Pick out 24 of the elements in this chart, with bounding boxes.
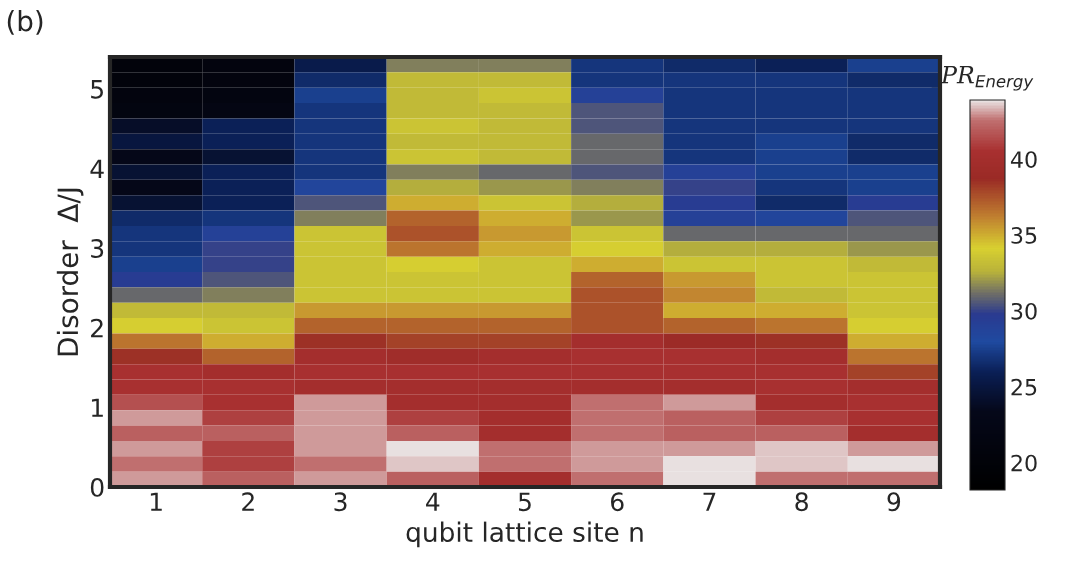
y-tick-label: 2 xyxy=(91,318,103,338)
color-bar-label: 40 xyxy=(1010,151,1037,168)
color-bar-label: 35 xyxy=(1011,227,1037,244)
x-tick-label: 2 xyxy=(242,492,254,511)
x-tick-label: 9 xyxy=(887,492,901,512)
color-bar-title: PR$_{Energy}$ xyxy=(940,66,1034,91)
x-tick-label: 8 xyxy=(795,492,808,512)
x-tick-label: 3 xyxy=(334,492,347,512)
y-tick-label: 4 xyxy=(90,159,104,178)
x-axis-title: qubit lattice site n xyxy=(406,521,643,548)
y-tick-label: 1 xyxy=(91,398,103,417)
x-tick-label: 5 xyxy=(518,492,531,512)
x-tick-label: 4 xyxy=(426,492,440,511)
color-bar-label: 25 xyxy=(1011,378,1037,396)
text: (b) xyxy=(7,10,43,35)
color-bar-label: 20 xyxy=(1011,454,1037,472)
color-bar-label: 30 xyxy=(1011,302,1037,320)
y-axis-title: Disorder Δ/J xyxy=(56,188,84,356)
x-tick-label: 7 xyxy=(703,492,716,511)
y-tick-label: 0 xyxy=(90,477,104,497)
y-tick-label: 5 xyxy=(91,80,103,99)
y-tick-label: 3 xyxy=(91,239,104,258)
x-tick-label: 6 xyxy=(611,492,624,512)
x-tick-label: 1 xyxy=(150,492,162,511)
